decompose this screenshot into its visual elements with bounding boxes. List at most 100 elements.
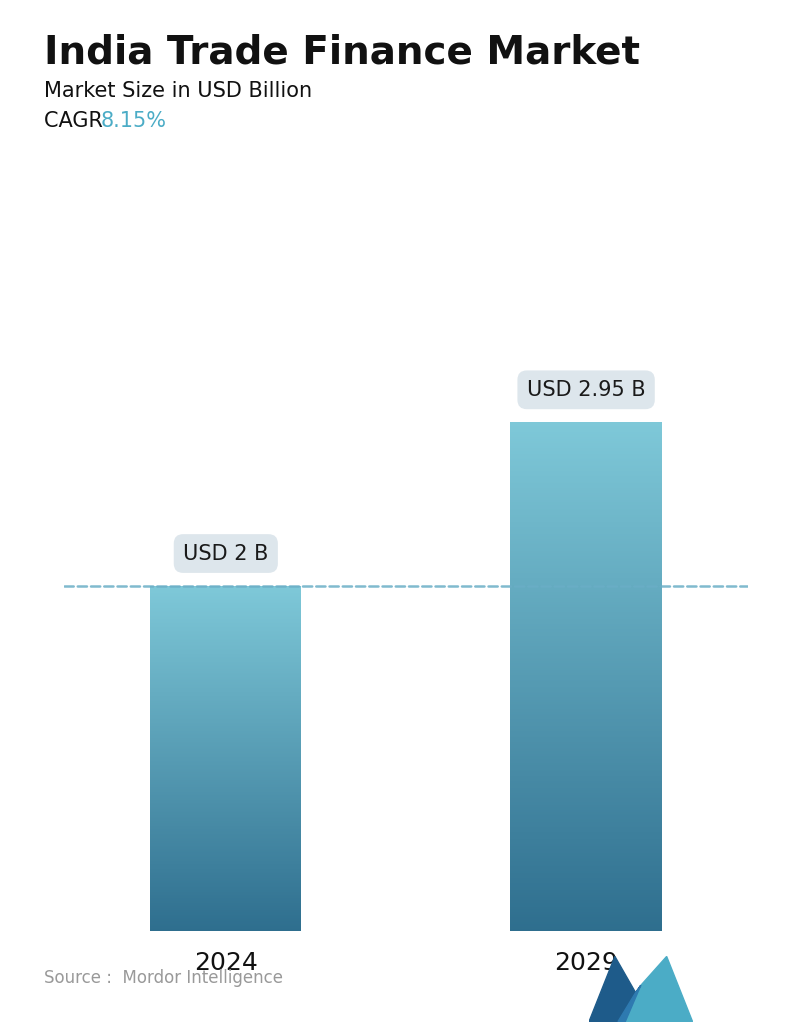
Bar xyxy=(150,736,302,737)
Bar xyxy=(510,472,661,473)
Bar xyxy=(150,603,302,604)
Bar xyxy=(150,696,302,697)
Bar xyxy=(150,682,302,683)
Bar xyxy=(510,561,661,562)
Bar xyxy=(510,459,661,461)
Bar xyxy=(150,734,302,735)
Bar xyxy=(150,728,302,730)
Bar xyxy=(150,926,302,927)
Bar xyxy=(510,530,661,533)
Bar xyxy=(150,911,302,912)
Bar xyxy=(510,851,661,853)
Bar xyxy=(150,883,302,885)
Bar xyxy=(150,872,302,873)
Bar xyxy=(510,790,661,792)
Bar xyxy=(150,604,302,606)
Bar xyxy=(510,807,661,809)
Bar xyxy=(150,747,302,748)
Bar xyxy=(510,795,661,797)
Bar xyxy=(150,835,302,837)
Bar xyxy=(150,653,302,655)
Bar xyxy=(510,556,661,557)
Bar xyxy=(510,904,661,905)
Bar xyxy=(150,865,302,866)
Bar xyxy=(510,695,661,697)
Bar xyxy=(510,801,661,803)
Bar xyxy=(150,850,302,851)
Bar xyxy=(510,439,661,440)
Bar xyxy=(510,685,661,687)
Bar xyxy=(510,524,661,525)
Bar xyxy=(510,734,661,736)
Bar xyxy=(510,792,661,793)
Bar xyxy=(510,829,661,830)
Bar xyxy=(150,607,302,608)
Bar xyxy=(150,706,302,707)
Bar xyxy=(150,620,302,621)
Bar xyxy=(510,451,661,453)
Bar xyxy=(510,628,661,629)
Bar xyxy=(510,644,661,646)
Bar xyxy=(150,711,302,712)
Bar xyxy=(510,576,661,578)
Bar xyxy=(510,440,661,443)
Bar xyxy=(150,592,302,594)
Bar xyxy=(150,599,302,600)
Bar xyxy=(150,793,302,794)
Bar xyxy=(510,742,661,744)
Bar xyxy=(150,794,302,795)
Bar xyxy=(150,749,302,751)
Bar xyxy=(150,881,302,882)
Bar xyxy=(150,705,302,706)
Bar xyxy=(510,427,661,429)
Bar xyxy=(510,920,661,922)
Bar xyxy=(510,565,661,567)
Bar xyxy=(510,482,661,483)
Bar xyxy=(510,739,661,740)
Bar xyxy=(510,463,661,464)
Bar xyxy=(150,679,302,680)
Bar xyxy=(150,777,302,778)
Text: USD 2 B: USD 2 B xyxy=(183,544,268,564)
Bar xyxy=(150,611,302,612)
Bar xyxy=(510,480,661,482)
Bar xyxy=(510,448,661,450)
Bar xyxy=(510,501,661,504)
Text: Source :  Mordor Intelligence: Source : Mordor Intelligence xyxy=(44,970,283,987)
Bar xyxy=(510,907,661,909)
Bar xyxy=(510,878,661,880)
Bar xyxy=(150,755,302,756)
Bar xyxy=(510,585,661,586)
Bar xyxy=(150,797,302,798)
Bar xyxy=(510,670,661,671)
Bar xyxy=(150,854,302,855)
Bar xyxy=(510,798,661,800)
Bar xyxy=(150,686,302,687)
Bar xyxy=(510,764,661,766)
Bar xyxy=(150,616,302,617)
Bar xyxy=(510,554,661,556)
Bar xyxy=(150,920,302,921)
Bar xyxy=(510,466,661,468)
Bar xyxy=(150,673,302,674)
Bar xyxy=(510,661,661,663)
Bar xyxy=(150,886,302,887)
Bar xyxy=(150,713,302,714)
Bar xyxy=(150,652,302,653)
Bar xyxy=(150,672,302,673)
Bar xyxy=(510,590,661,591)
Bar xyxy=(150,624,302,625)
Bar xyxy=(150,795,302,796)
Bar xyxy=(510,814,661,816)
Bar xyxy=(510,856,661,858)
Bar xyxy=(150,826,302,827)
Bar xyxy=(510,922,661,923)
Bar xyxy=(150,917,302,918)
Bar xyxy=(510,607,661,609)
Bar xyxy=(150,834,302,835)
Bar xyxy=(510,702,661,703)
Bar xyxy=(150,796,302,797)
Bar xyxy=(510,886,661,888)
Bar xyxy=(150,823,302,824)
Bar xyxy=(510,732,661,734)
